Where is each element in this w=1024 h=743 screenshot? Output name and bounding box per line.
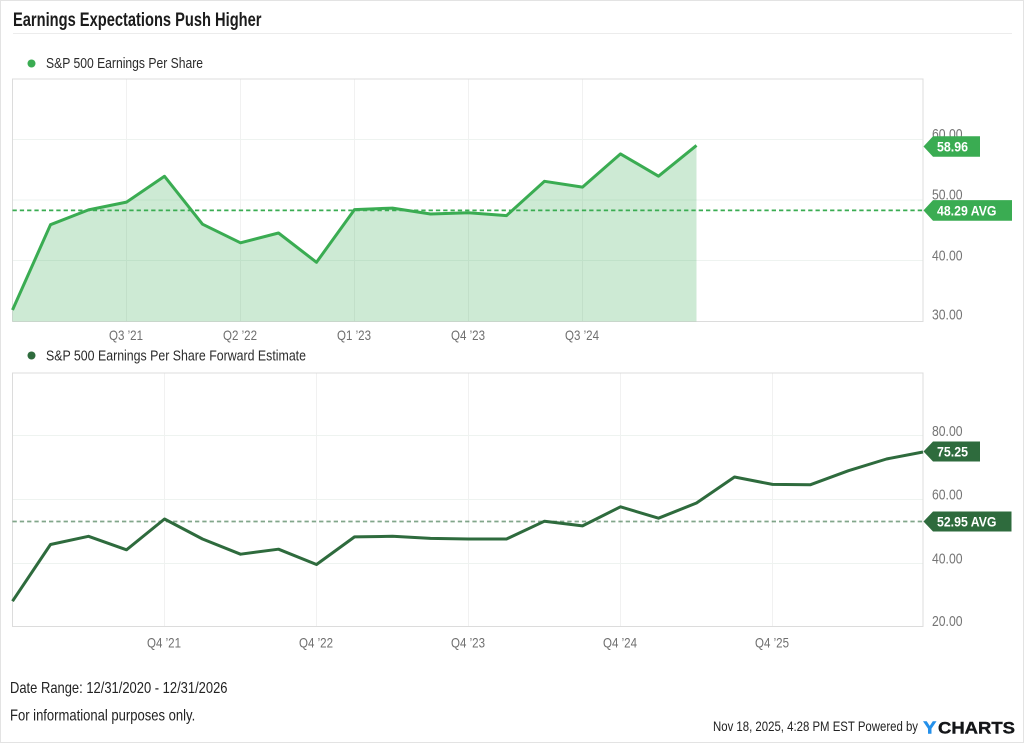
svg-text:30.00: 30.00 — [932, 307, 963, 324]
svg-text:Q3 ’21: Q3 ’21 — [109, 327, 143, 343]
svg-text:Y: Y — [923, 718, 936, 738]
svg-text:40.00: 40.00 — [932, 550, 963, 567]
svg-text:60.00: 60.00 — [932, 487, 963, 504]
svg-text:CHARTS: CHARTS — [938, 719, 1015, 738]
svg-text:Earnings Expectations Push Hig: Earnings Expectations Push Higher — [13, 10, 262, 31]
svg-text:Q4 ’22: Q4 ’22 — [299, 635, 333, 651]
svg-text:Nov 18, 2025, 4:28 PM EST Powe: Nov 18, 2025, 4:28 PM EST Powered by — [713, 719, 918, 734]
svg-text:Q4 ’23: Q4 ’23 — [451, 635, 485, 651]
svg-text:S&P 500 Earnings Per Share For: S&P 500 Earnings Per Share Forward Estim… — [46, 347, 306, 364]
svg-text:48.29 AVG: 48.29 AVG — [937, 202, 997, 218]
svg-text:75.25: 75.25 — [937, 444, 968, 460]
svg-text:Q4 ’25: Q4 ’25 — [755, 635, 789, 651]
svg-text:Q4 ’21: Q4 ’21 — [147, 635, 181, 651]
svg-text:58.96: 58.96 — [937, 139, 968, 155]
svg-text:Q4 ’24: Q4 ’24 — [603, 635, 637, 651]
svg-text:Q3 ’24: Q3 ’24 — [565, 327, 599, 343]
svg-text:80.00: 80.00 — [932, 423, 963, 440]
svg-text:S&P 500 Earnings Per Share: S&P 500 Earnings Per Share — [46, 55, 203, 72]
svg-text:Q1 ’23: Q1 ’23 — [337, 327, 371, 343]
svg-text:40.00: 40.00 — [932, 248, 963, 265]
svg-text:50.00: 50.00 — [932, 187, 963, 204]
svg-text:Date Range: 12/31/2020 - 12/31: Date Range: 12/31/2020 - 12/31/2026 — [10, 680, 228, 697]
svg-text:Q4 ’23: Q4 ’23 — [451, 327, 485, 343]
svg-text:Q2 ’22: Q2 ’22 — [223, 327, 257, 343]
svg-text:For informational purposes onl: For informational purposes only. — [10, 708, 195, 725]
svg-text:52.95 AVG: 52.95 AVG — [937, 514, 997, 530]
svg-text:20.00: 20.00 — [932, 613, 963, 630]
